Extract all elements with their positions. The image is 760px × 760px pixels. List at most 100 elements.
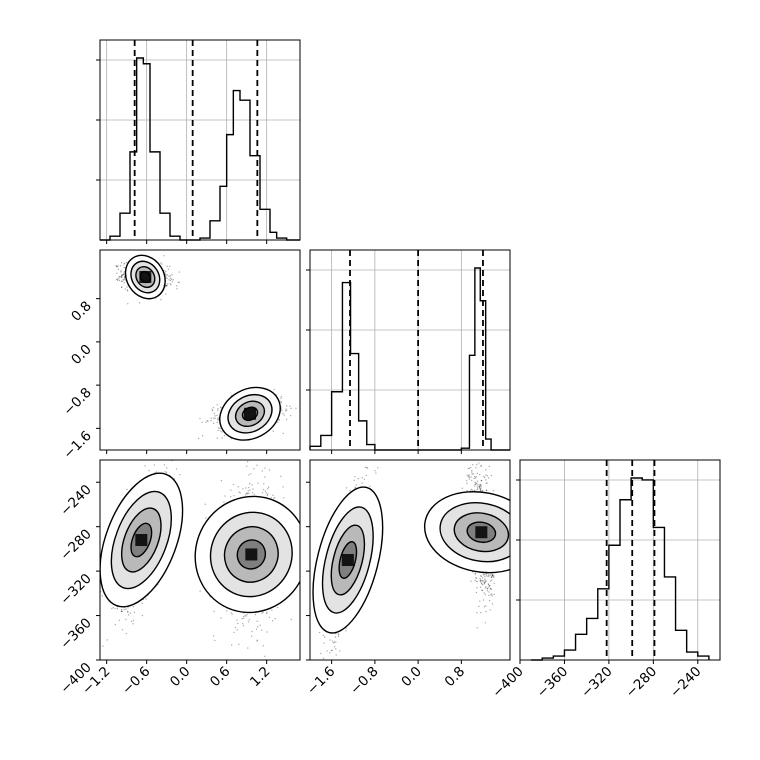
- scatter-point: [251, 630, 253, 633]
- scatter-point: [231, 644, 233, 646]
- scatter-point: [264, 655, 266, 657]
- scatter-point: [493, 576, 495, 579]
- scatter-point: [335, 648, 337, 650]
- scatter-point: [261, 470, 263, 472]
- scatter-point: [197, 437, 200, 439]
- scatter-panel-0-1: [96, 249, 301, 454]
- scatter-point: [201, 421, 203, 423]
- scatter-point: [479, 579, 481, 582]
- scatter-point: [138, 302, 141, 304]
- scatter-point: [224, 495, 226, 497]
- scatter-point: [286, 405, 288, 407]
- scatter-point: [123, 266, 125, 269]
- scatter-point: [333, 641, 336, 643]
- scatter-point: [247, 621, 250, 623]
- histogram-panel-1: [306, 249, 511, 454]
- scatter-point: [125, 618, 127, 621]
- scatter-point: [492, 574, 494, 576]
- scatter-point: [165, 284, 168, 287]
- scatter-point: [284, 410, 287, 412]
- scatter-point: [256, 620, 258, 622]
- scatter-point: [149, 451, 150, 452]
- scatter-panel-0-2: [96, 451, 301, 664]
- scatter-point: [490, 576, 493, 578]
- scatter-point: [119, 275, 121, 278]
- scatter-point: [261, 629, 263, 631]
- scatter-point: [124, 276, 126, 278]
- scatter-point: [124, 262, 126, 264]
- scatter-point: [470, 580, 472, 582]
- scatter-point: [250, 473, 252, 475]
- scatter-point: [475, 483, 477, 485]
- scatter-point: [374, 470, 376, 472]
- scatter-point: [121, 629, 124, 631]
- scatter-point: [127, 611, 129, 613]
- scatter-point: [232, 483, 235, 486]
- scatter-point: [339, 650, 341, 652]
- scatter-point: [169, 265, 171, 267]
- scatter-point: [349, 489, 351, 492]
- scatter-point: [164, 471, 166, 473]
- scatter-point: [160, 457, 161, 458]
- scatter-point: [474, 476, 476, 478]
- scatter-point: [262, 645, 264, 647]
- scatter-point: [234, 626, 237, 629]
- scatter-point: [175, 468, 178, 470]
- scatter-point: [478, 605, 480, 608]
- scatter-point: [289, 415, 292, 417]
- scatter-point: [202, 435, 204, 437]
- scatter-point: [220, 480, 222, 482]
- scatter-point: [170, 284, 172, 286]
- scatter-point: [280, 397, 282, 399]
- scatter-point: [265, 613, 268, 615]
- histogram-bin: [687, 652, 698, 660]
- scatter-point: [274, 497, 276, 499]
- scatter-point: [377, 467, 379, 469]
- scatter-point: [165, 275, 167, 277]
- scatter-point: [120, 610, 122, 612]
- histogram-bin: [150, 152, 160, 240]
- scatter-point: [486, 475, 488, 477]
- scatter-point: [345, 487, 348, 489]
- scatter-point: [252, 488, 254, 490]
- scatter-point: [471, 469, 473, 472]
- scatter-point: [121, 610, 123, 613]
- scatter-point: [265, 492, 268, 494]
- scatter-point: [160, 299, 162, 301]
- scatter-point: [213, 635, 215, 637]
- scatter-point: [253, 468, 255, 470]
- scatter-point: [281, 410, 283, 412]
- scatter-point: [357, 477, 359, 480]
- scatter-point: [127, 290, 129, 292]
- scatter-point: [219, 427, 221, 430]
- scatter-point: [257, 482, 259, 484]
- scatter-point: [169, 283, 171, 285]
- scatter-point: [338, 634, 340, 636]
- scatter-point: [160, 262, 162, 264]
- scatter-point: [369, 485, 371, 487]
- scatter-point: [247, 493, 249, 495]
- scatter-point: [286, 418, 288, 421]
- scatter-point: [165, 471, 168, 473]
- scatter-point: [280, 401, 283, 404]
- scatter-point: [241, 618, 243, 620]
- scatter-point: [245, 487, 247, 489]
- scatter-points: [100, 254, 297, 441]
- scatter-point: [489, 585, 491, 587]
- scatter-point: [123, 263, 125, 265]
- scatter-point: [217, 409, 219, 411]
- scatter-point: [217, 408, 219, 410]
- histogram-bin: [642, 480, 653, 660]
- scatter-point: [262, 611, 264, 613]
- scatter-point: [123, 278, 126, 280]
- scatter-point: [226, 610, 228, 612]
- scatter-point: [120, 276, 122, 278]
- scatter-point: [480, 612, 482, 614]
- scatter-point: [256, 464, 258, 466]
- scatter-point: [126, 286, 128, 288]
- scatter-point: [127, 610, 129, 613]
- scatter-point: [221, 437, 223, 439]
- scatter-point: [479, 488, 482, 491]
- scatter-point: [170, 278, 173, 280]
- scatter-point: [248, 619, 250, 621]
